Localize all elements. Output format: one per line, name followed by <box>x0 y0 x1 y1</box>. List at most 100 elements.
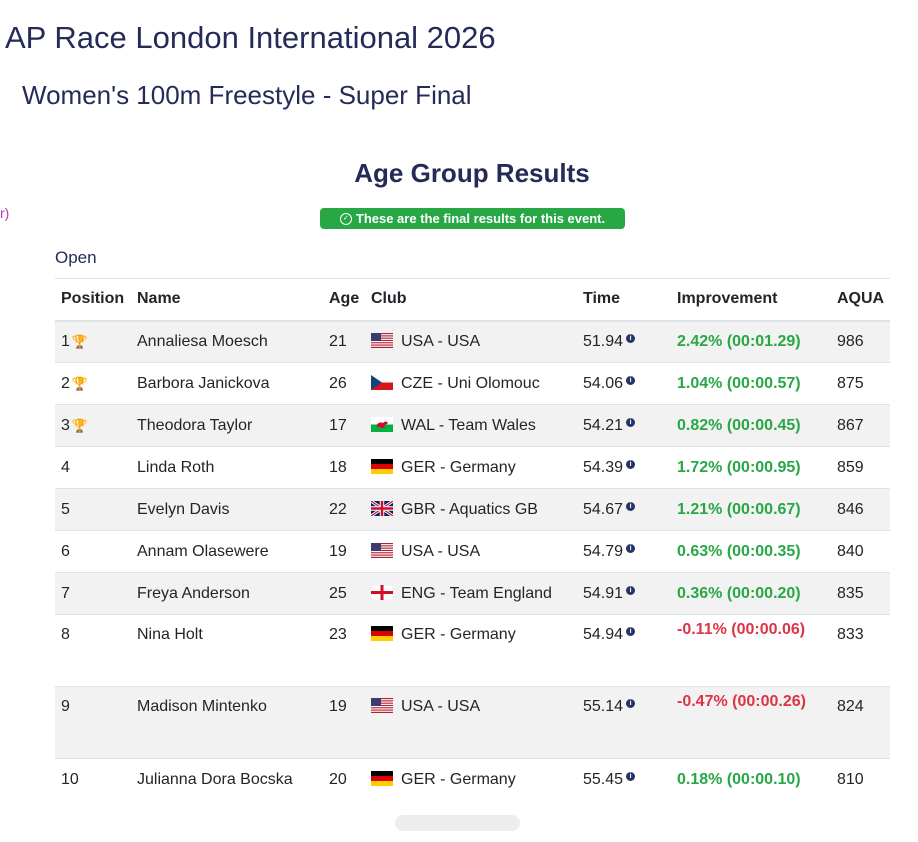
improvement-value: 0.63% (00:00.35) <box>671 530 831 573</box>
swimmer-age: 22 <box>323 488 365 531</box>
club-cell: CZE - Uni Olomouc <box>365 362 577 405</box>
club-name[interactable]: GER - Germany <box>401 770 516 788</box>
usa-flag-icon <box>371 698 401 715</box>
info-icon[interactable]: i <box>626 627 636 636</box>
club-name[interactable]: WAL - Team Wales <box>401 416 536 434</box>
gbr-flag-icon <box>371 500 401 518</box>
improvement-value: -0.47% (00:00.26) <box>671 686 831 759</box>
header-aqua[interactable]: AQUA <box>831 278 890 322</box>
time-cell: 54.06 i <box>577 362 671 405</box>
position-cell: 9 <box>55 686 131 759</box>
swimmer-name[interactable]: Linda Roth <box>131 446 323 489</box>
time-value: 54.94 <box>583 626 624 643</box>
position-value: 4 <box>61 458 70 476</box>
swimmer-name[interactable]: Nina Holt <box>131 614 323 687</box>
info-icon[interactable]: i <box>626 699 636 708</box>
improvement-value: 2.42% (00:01.29) <box>671 320 831 363</box>
swimmer-age: 17 <box>323 404 365 447</box>
age-group-label: Open <box>55 248 97 267</box>
info-icon[interactable]: i <box>626 771 636 781</box>
club-name[interactable]: ENG - Team England <box>401 584 552 602</box>
club-name[interactable]: USA - USA <box>401 698 481 715</box>
trophy-silver-icon: 🏆 <box>71 375 89 391</box>
table-row: 7 Freya Anderson 25 ENG - Team England 5… <box>55 572 890 615</box>
club-name[interactable]: GER - Germany <box>401 458 516 476</box>
improvement-value: -0.11% (00:00.06) <box>671 614 831 687</box>
horizontal-scrollbar[interactable] <box>395 815 520 831</box>
club-name[interactable]: GBR - Aquatics GB <box>401 500 538 518</box>
swimmer-name[interactable]: Madison Mintenko <box>131 686 323 759</box>
improvement-value: 0.82% (00:00.45) <box>671 404 831 447</box>
time-value: 55.14 <box>583 698 624 715</box>
aqua-points: 824 <box>831 686 890 759</box>
header-club[interactable]: Club <box>365 278 577 322</box>
improvement-value: 1.21% (00:00.67) <box>671 488 831 531</box>
time-value: 54.67 <box>583 500 624 518</box>
club-cell: GBR - Aquatics GB <box>365 488 577 531</box>
improvement-value: 0.36% (00:00.20) <box>671 572 831 615</box>
header-age[interactable]: Age <box>323 278 365 322</box>
info-icon[interactable]: i <box>626 375 636 385</box>
position-cell: 4 <box>55 446 131 489</box>
swimmer-age: 21 <box>323 320 365 363</box>
club-cell: WAL - Team Wales <box>365 404 577 447</box>
club-name[interactable]: GER - Germany <box>401 626 516 643</box>
time-cell: 54.94 i <box>577 614 671 687</box>
header-position[interactable]: Position <box>55 278 131 322</box>
time-cell: 54.67 i <box>577 488 671 531</box>
position-cell: 3 🏆 <box>55 404 131 447</box>
time-cell: 54.21 i <box>577 404 671 447</box>
club-name[interactable]: USA - USA <box>401 332 481 350</box>
info-icon[interactable]: i <box>626 543 636 553</box>
final-results-text: These are the final results for this eve… <box>355 211 606 226</box>
header-name[interactable]: Name <box>131 278 323 322</box>
swimmer-age: 25 <box>323 572 365 615</box>
time-value: 55.45 <box>583 770 624 788</box>
usa-flag-icon <box>371 542 401 560</box>
improvement-value: 1.72% (00:00.95) <box>671 446 831 489</box>
position-cell: 10 <box>55 758 131 801</box>
aqua-points: 875 <box>831 362 890 405</box>
info-icon[interactable]: i <box>626 459 636 469</box>
check-circle-icon: ✓ <box>339 212 352 225</box>
club-cell: ENG - Team England <box>365 572 577 615</box>
club-name[interactable]: USA - USA <box>401 542 481 560</box>
swimmer-age: 26 <box>323 362 365 405</box>
position-cell: 7 <box>55 572 131 615</box>
table-row: 10 Julianna Dora Bocska 20 GER - Germany… <box>55 758 890 801</box>
event-title: Women's 100m Freestyle - Super Final <box>22 80 472 110</box>
aqua-points: 846 <box>831 488 890 531</box>
swimmer-age: 20 <box>323 758 365 801</box>
position-value: 10 <box>61 770 79 788</box>
swimmer-age: 19 <box>323 686 365 759</box>
truncated-link-fragment[interactable]: r) <box>0 205 10 221</box>
swimmer-name[interactable]: Annam Olasewere <box>131 530 323 573</box>
swimmer-name[interactable]: Freya Anderson <box>131 572 323 615</box>
club-cell: GER - Germany <box>365 446 577 489</box>
time-cell: 55.45 i <box>577 758 671 801</box>
time-value: 54.39 <box>583 458 624 476</box>
aqua-points: 810 <box>831 758 890 801</box>
header-improvement[interactable]: Improvement <box>671 278 831 322</box>
info-icon[interactable]: i <box>626 501 636 511</box>
info-icon[interactable]: i <box>626 585 636 595</box>
club-cell: GER - Germany <box>365 758 577 801</box>
aqua-points: 833 <box>831 614 890 687</box>
table-row: 1 🏆 Annaliesa Moesch 21 USA - USA 51.94 i … <box>55 320 890 363</box>
info-icon[interactable]: i <box>626 333 636 343</box>
swimmer-name[interactable]: Theodora Taylor <box>131 404 323 447</box>
info-icon[interactable]: i <box>626 417 636 427</box>
swimmer-name[interactable]: Evelyn Davis <box>131 488 323 531</box>
swimmer-name[interactable]: Barbora Janickova <box>131 362 323 405</box>
ger-flag-icon <box>371 770 401 788</box>
position-value: 1 <box>61 332 70 350</box>
header-time[interactable]: Time <box>577 278 671 322</box>
swimmer-name[interactable]: Julianna Dora Bocska <box>131 758 323 801</box>
position-value: 8 <box>61 626 70 643</box>
time-cell: 51.94 i <box>577 320 671 363</box>
improvement-value: 1.04% (00:00.57) <box>671 362 831 405</box>
swimmer-name[interactable]: Annaliesa Moesch <box>131 320 323 363</box>
results-table: Position Name Age Club Time Improvement … <box>55 278 890 801</box>
table-row: 8 Nina Holt 23 GER - Germany 54.94 i -0.1… <box>55 614 890 687</box>
club-name[interactable]: CZE - Uni Olomouc <box>401 374 540 392</box>
